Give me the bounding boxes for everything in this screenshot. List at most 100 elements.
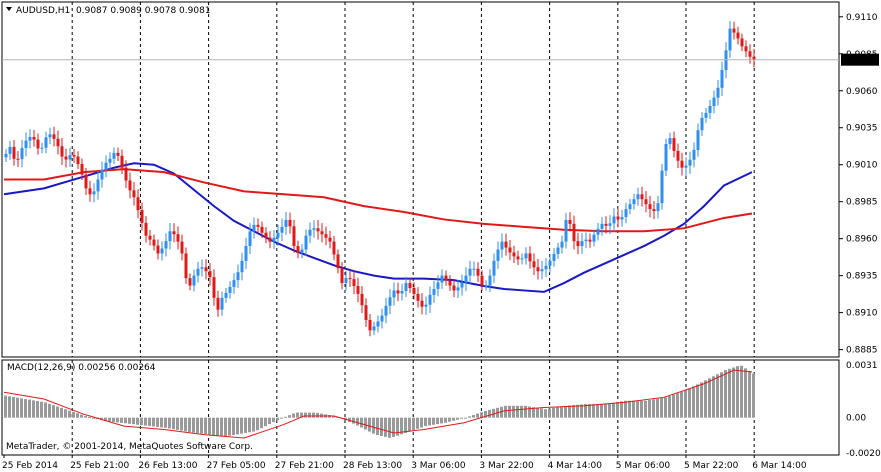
- macd-bar: [472, 414, 475, 418]
- time-label: 27 Feb 05:00: [207, 461, 266, 471]
- macd-bar: [32, 400, 35, 418]
- candle-body: [128, 180, 132, 191]
- macd-signal-line: [3, 369, 753, 439]
- macd-bar: [488, 409, 491, 418]
- candle-body: [84, 174, 88, 189]
- candle-body: [216, 297, 220, 310]
- macd-bar: [188, 417, 191, 432]
- candle-body: [708, 106, 712, 113]
- macd-label: MACD(12,26,9) 0.00256 0.00264: [7, 363, 156, 373]
- macd-bar: [28, 399, 31, 418]
- macd-bar: [416, 417, 419, 429]
- macd-bar: [388, 417, 391, 438]
- macd-bar: [688, 388, 691, 418]
- macd-bar: [308, 412, 311, 418]
- price-label: 0.9110: [846, 13, 878, 23]
- candle-body: [372, 326, 376, 331]
- candle-body: [580, 241, 584, 247]
- macd-bar: [700, 382, 703, 418]
- candle-body: [312, 228, 316, 230]
- candle-body: [24, 140, 28, 149]
- candle-body: [536, 267, 540, 272]
- macd-bar: [744, 368, 747, 418]
- macd-bar: [20, 398, 23, 418]
- candle-body: [20, 148, 24, 160]
- macd-bar: [588, 404, 591, 418]
- candle-body: [268, 237, 272, 242]
- candle-body: [304, 235, 308, 250]
- macd-bar: [444, 417, 447, 423]
- macd-bar: [280, 417, 283, 419]
- macd-axis-label: 0.0031: [846, 361, 878, 371]
- macd-bar: [724, 370, 727, 418]
- candle-body: [748, 51, 752, 57]
- candle-body: [652, 209, 656, 212]
- time-label: 6 Mar 14:00: [752, 461, 807, 471]
- macd-bar: [176, 417, 179, 430]
- macd-bar: [452, 417, 455, 421]
- candle-body: [324, 234, 328, 238]
- candle-body: [360, 293, 364, 306]
- macd-bar: [728, 368, 731, 418]
- candle-body: [628, 204, 632, 210]
- candle-body: [548, 260, 552, 266]
- candle-body: [44, 137, 48, 148]
- time-label: 3 Mar 06:00: [411, 461, 466, 471]
- candle-body: [500, 241, 504, 250]
- macd-bar: [204, 417, 207, 435]
- candle-body: [92, 191, 96, 195]
- candle-body: [76, 156, 80, 164]
- candle-body: [164, 241, 168, 249]
- candle-body: [136, 197, 140, 211]
- macd-bar: [8, 396, 11, 418]
- macd-bar: [368, 417, 371, 432]
- macd-bar: [652, 399, 655, 418]
- macd-bar: [172, 417, 175, 430]
- macd-bar: [628, 400, 631, 418]
- candle-body: [588, 239, 592, 242]
- macd-bar: [244, 417, 247, 433]
- candle-body: [28, 136, 32, 141]
- candle-body: [52, 134, 56, 139]
- macd-bar: [228, 417, 231, 436]
- time-label: 27 Feb 21:00: [275, 461, 334, 471]
- candle-body: [116, 152, 120, 156]
- candle-body: [204, 267, 208, 272]
- candle-body: [608, 223, 612, 226]
- candle-body: [244, 246, 248, 261]
- time-label: 28 Feb 13:00: [343, 461, 402, 471]
- macd-bar: [464, 417, 467, 419]
- candle-body: [196, 268, 200, 276]
- candle-body: [144, 222, 148, 236]
- candle-body: [308, 229, 312, 236]
- candle-body: [632, 199, 636, 205]
- macd-bar: [92, 417, 95, 419]
- candle-body: [328, 237, 332, 242]
- candle-body: [140, 210, 144, 223]
- candle-body: [740, 38, 744, 47]
- macd-bar: [508, 405, 511, 418]
- macd-bar: [128, 417, 131, 424]
- candle-body: [200, 267, 204, 269]
- macd-bar: [708, 378, 711, 418]
- macd-bar: [120, 417, 123, 423]
- macd-bar: [408, 417, 411, 432]
- macd-bar: [600, 404, 603, 418]
- candle-body: [468, 268, 472, 276]
- macd-bar: [80, 414, 83, 418]
- candle-body: [352, 279, 356, 286]
- candle-body: [384, 305, 388, 316]
- candle-body: [420, 300, 424, 307]
- macd-bar: [480, 412, 483, 418]
- macd-bar: [680, 391, 683, 418]
- macd-bar: [620, 401, 623, 418]
- macd-bar: [632, 400, 635, 418]
- dropdown-arrow-icon[interactable]: [6, 7, 12, 11]
- macd-bar: [664, 397, 667, 418]
- candle-body: [448, 280, 452, 286]
- macd-bar: [296, 412, 299, 418]
- macd-bar: [192, 417, 195, 433]
- time-label: 5 Mar 06:00: [616, 461, 671, 471]
- candle-body: [100, 169, 104, 180]
